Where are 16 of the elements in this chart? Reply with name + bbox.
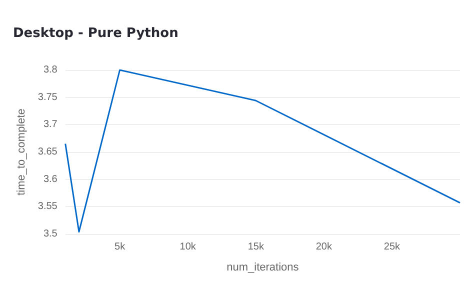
x-tick-label: 25k <box>384 242 402 252</box>
y-axis-title: time_to_complete <box>16 108 28 196</box>
x-axis-title: num_iterations <box>226 262 300 274</box>
y-tick-label: 3.5 <box>43 228 58 240</box>
x-tick-label: 15k <box>248 242 265 252</box>
y-tick-label: 3.6 <box>43 174 58 185</box>
x-tick-label: 5k <box>114 242 126 252</box>
y-tick-label: 3.7 <box>43 119 58 130</box>
y-tick-label: 3.75 <box>38 92 58 103</box>
y-tick-label: 3.65 <box>38 146 58 158</box>
y-tick-label: 3.8 <box>43 64 58 76</box>
x-tick-label: 20k <box>316 242 333 252</box>
x-tick-label: 10k <box>180 242 197 252</box>
line-series <box>64 69 461 233</box>
y-tick-label: 3.55 <box>38 201 58 212</box>
chart-title: Desktop - Pure Python <box>13 26 178 41</box>
